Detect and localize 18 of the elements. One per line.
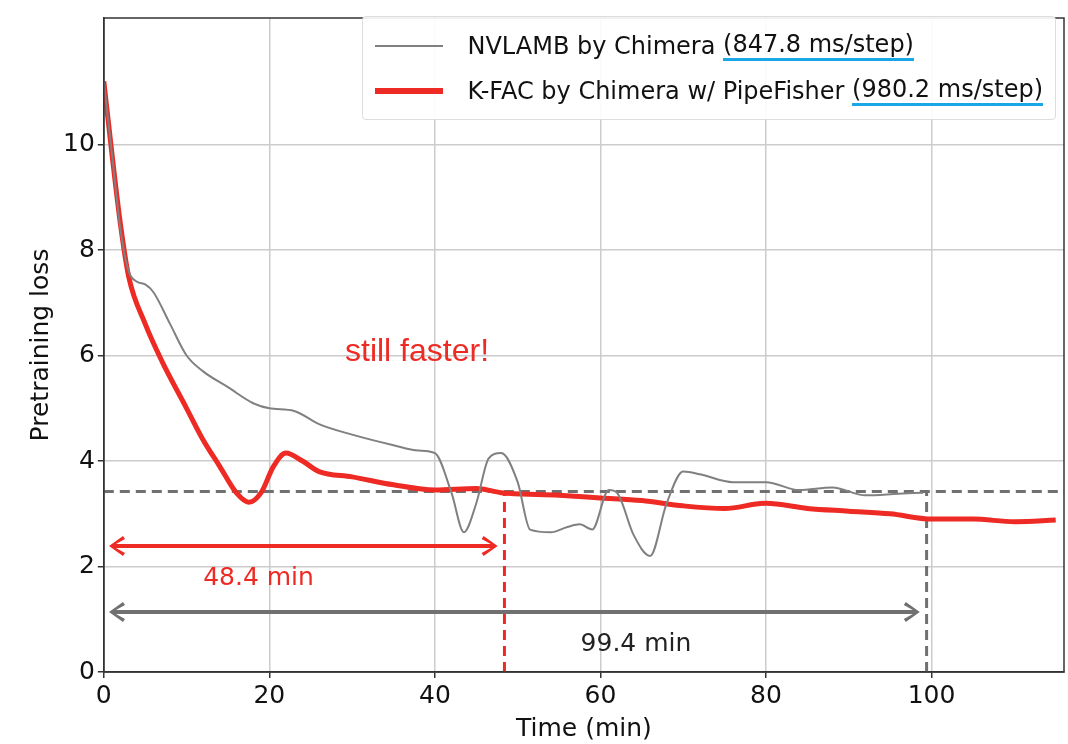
y-tick-label: 10 [63,128,95,158]
y-tick-label: 2 [78,550,95,580]
x-tick-label: 100 [907,679,956,709]
legend-label: NVLAMB by Chimera (847.8 ms/step) [467,30,914,61]
legend-label: K-FAC by Chimera w/ PipeFisher (980.2 ms/step) [467,75,1043,106]
y-tick-label: 4 [78,444,95,474]
y-axis-title: Pretraining loss [24,248,54,442]
annotation: still faster! [345,332,490,369]
x-tick-label: 20 [253,679,286,709]
annotation: 99.4 min [580,628,692,657]
x-tick-label: 40 [419,679,451,709]
y-tick-label: 0 [78,655,95,685]
x-tick-label: 80 [750,679,782,709]
y-tick-label: 8 [78,233,95,263]
annotation: 48.4 min [203,562,314,591]
x-axis-title: Time (min) [515,712,652,742]
x-tick-label: 60 [584,679,617,709]
y-tick-label: 6 [78,339,95,369]
